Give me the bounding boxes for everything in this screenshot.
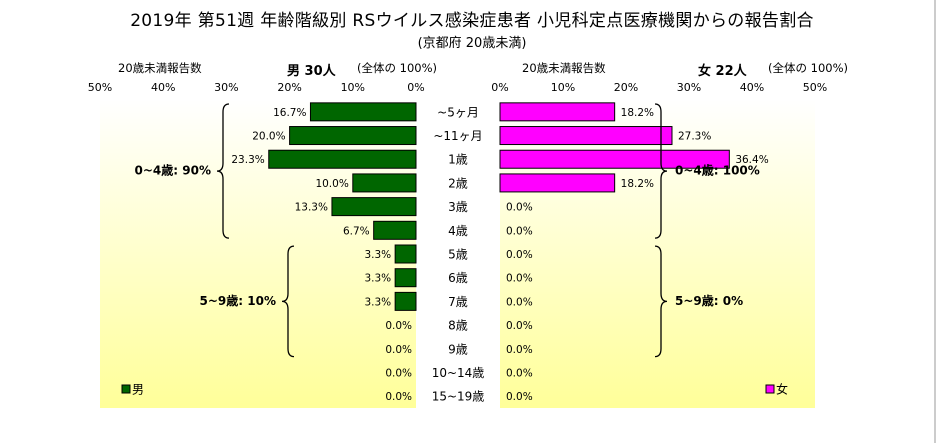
male-bar: [394, 244, 417, 264]
female-x-tick-label: 0%: [491, 81, 508, 94]
female-group-brace: [654, 245, 668, 358]
age-category-label: 4歳: [448, 224, 468, 238]
female-group-label: 0~4歳: 100%: [675, 163, 760, 178]
male-bar: [352, 173, 417, 193]
age-category-label: 9歳: [448, 342, 468, 356]
male-legend-label: 男: [132, 383, 144, 397]
male-bar: [394, 291, 417, 311]
chart-subtitle: (京都府 20歳未満): [417, 36, 527, 51]
female-group-brace: [654, 103, 668, 239]
age-category-label: 15~19歳: [432, 390, 485, 404]
female-legend-swatch: [765, 384, 775, 394]
age-category-label: ~11ヶ月: [433, 129, 482, 143]
female-value-label: 0.0%: [506, 320, 533, 332]
male-bar: [309, 102, 417, 122]
male-value-label: 10.0%: [315, 178, 348, 190]
male-bar: [331, 197, 417, 217]
female-x-tick-label: 30%: [677, 81, 701, 94]
male-value-label: 0.0%: [385, 320, 412, 332]
female-x-tick-label: 40%: [740, 81, 764, 94]
female-bar: [499, 102, 616, 122]
male-bar: [394, 268, 417, 288]
male-value-label: 3.3%: [364, 249, 391, 261]
female-plot-area: [500, 100, 815, 408]
male-total-note: (全体の 100%): [357, 61, 438, 75]
age-category-label: 2歳: [448, 176, 468, 190]
male-value-label: 13.3%: [295, 202, 328, 214]
female-value-label: 36.4%: [735, 154, 768, 166]
female-bar: [499, 149, 730, 169]
female-group-label: 5~9歳: 0%: [675, 293, 743, 308]
age-category-label: ~5ヶ月: [437, 105, 479, 119]
female-value-label: 0.0%: [506, 273, 533, 285]
male-bar: [289, 126, 417, 146]
female-value-label: 27.3%: [678, 131, 711, 143]
female-bar: [499, 173, 616, 193]
male-x-tick-label: 10%: [341, 81, 365, 94]
female-legend-label: 女: [776, 382, 788, 397]
male-x-tick-label: 30%: [214, 81, 238, 94]
female-value-label: 0.0%: [506, 296, 533, 308]
male-group-label: 0~4歳: 90%: [135, 163, 211, 178]
age-category-label: 7歳: [448, 295, 468, 309]
male-value-label: 20.0%: [252, 131, 285, 143]
female-value-label: 18.2%: [621, 178, 654, 190]
female-x-tick-label: 10%: [551, 81, 575, 94]
male-bar: [373, 220, 417, 240]
male-legend-swatch: [121, 384, 131, 394]
female-total-note: (全体の 100%): [768, 61, 849, 75]
male-value-label: 0.0%: [385, 367, 412, 379]
female-value-label: 0.0%: [506, 391, 533, 403]
male-group-label: 5~9歳: 10%: [200, 293, 276, 308]
age-category-label: 3歳: [448, 200, 468, 214]
male-x-tick-label: 40%: [151, 81, 175, 94]
female-value-label: 0.0%: [506, 202, 533, 214]
male-value-label: 3.3%: [364, 296, 391, 308]
male-x-tick-label: 0%: [407, 81, 424, 94]
female-value-label: 0.0%: [506, 344, 533, 356]
age-category-label: 8歳: [448, 319, 468, 333]
female-value-label: 18.2%: [621, 107, 654, 119]
female-axis-caption: 20歳未満報告数: [522, 61, 606, 75]
chart-title: 2019年 第51週 年齢階級別 RSウイルス感染症患者 小児科定点医療機関から…: [130, 11, 814, 31]
age-category-label: 5歳: [448, 248, 468, 262]
male-group-brace: [281, 245, 295, 358]
male-axis-caption: 20歳未満報告数: [118, 61, 202, 75]
age-category-label: 10~14歳: [432, 366, 485, 380]
female-chart-title: 女 22人: [698, 64, 747, 79]
male-chart-title: 男 30人: [287, 64, 336, 79]
male-value-label: 0.0%: [385, 391, 412, 403]
male-bar: [268, 149, 417, 169]
male-value-label: 6.7%: [343, 225, 370, 237]
male-group-brace: [216, 103, 230, 239]
male-value-label: 16.7%: [273, 107, 306, 119]
female-x-tick-label: 20%: [614, 81, 638, 94]
male-value-label: 23.3%: [231, 154, 264, 166]
female-bar: [499, 126, 673, 146]
male-value-label: 0.0%: [385, 344, 412, 356]
male-value-label: 3.3%: [364, 273, 391, 285]
male-x-tick-label: 50%: [88, 81, 112, 94]
age-category-label: 1歳: [448, 153, 468, 167]
female-value-label: 0.0%: [506, 249, 533, 261]
age-category-label: 6歳: [448, 271, 468, 285]
female-value-label: 0.0%: [506, 225, 533, 237]
male-x-tick-label: 20%: [277, 81, 301, 94]
female-x-tick-label: 50%: [803, 81, 827, 94]
female-value-label: 0.0%: [506, 367, 533, 379]
